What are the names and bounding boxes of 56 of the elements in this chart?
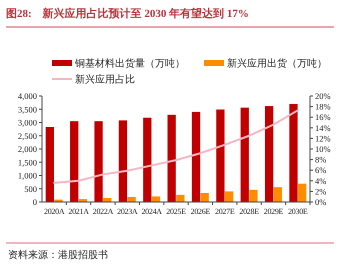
bar	[70, 121, 78, 202]
bar	[240, 108, 249, 202]
bar	[176, 194, 184, 202]
y2-tick-label: 10%	[315, 144, 331, 154]
bar	[118, 120, 128, 202]
y-tick-label: 4,000	[18, 91, 37, 101]
bar	[46, 127, 54, 202]
chart-title: 图28: 新兴应用占比预计至 2030 年有望达到 17%	[6, 7, 249, 20]
line-series	[53, 109, 299, 184]
y2-tick-label: 6%	[315, 165, 326, 176]
bar	[168, 114, 176, 202]
x-tick-label: 2022A	[92, 207, 114, 216]
x-tick-label: 2020A	[44, 207, 65, 216]
x-tick-label: 2030E	[288, 207, 308, 216]
y2-tick-label: 0%	[315, 197, 326, 207]
y2-tick-label: 20%	[315, 91, 331, 101]
bar	[192, 112, 200, 202]
bar	[143, 118, 152, 202]
x-tick-label: 2027E	[215, 207, 235, 216]
y-tick-label: 1,000	[18, 170, 37, 180]
bar	[249, 190, 258, 202]
bar	[224, 191, 234, 202]
legend-label: 新兴应用出货（万吨）	[227, 58, 327, 70]
x-tick-label: 2029E	[264, 207, 284, 216]
y-tick-label: 0	[32, 197, 37, 207]
bar	[94, 121, 103, 202]
x-tick-label: 2025E	[166, 207, 186, 216]
bar	[289, 104, 298, 202]
x-tick-label: 2028E	[239, 207, 260, 216]
y2-tick-label: 16%	[315, 112, 331, 122]
y2-tick-label: 2%	[315, 186, 326, 196]
bar	[264, 106, 274, 202]
text: 资料来源：港股招股书	[8, 249, 108, 261]
bar	[274, 187, 282, 202]
bar	[216, 110, 225, 202]
y2-tick-label: 18%	[315, 102, 331, 112]
legend-label: 新兴应用占比	[75, 74, 135, 86]
y-tick-label: 2,500	[18, 130, 37, 141]
legend-label: 铜基材料出货量（万吨）	[74, 58, 185, 70]
x-tick-label: 2024A	[141, 207, 162, 216]
y-tick-label: 3,500	[18, 104, 37, 114]
x-tick-label: 2023A	[117, 207, 138, 216]
y2-tick-label: 8%	[315, 154, 326, 165]
y-tick-label: 3,000	[18, 118, 37, 128]
bar	[200, 192, 209, 202]
y-tick-label: 2,000	[18, 144, 37, 154]
x-tick-label: 2021A	[68, 207, 90, 216]
x-tick-label: 2026E	[190, 207, 210, 216]
y2-tick-label: 4%	[315, 176, 326, 186]
y2-tick-label: 12%	[315, 133, 331, 144]
y-tick-label: 1,500	[18, 157, 37, 168]
y-tick-label: 500	[24, 184, 37, 194]
bar	[298, 184, 306, 202]
bar	[127, 196, 136, 202]
y2-tick-label: 14%	[315, 122, 331, 133]
bar	[103, 198, 112, 202]
